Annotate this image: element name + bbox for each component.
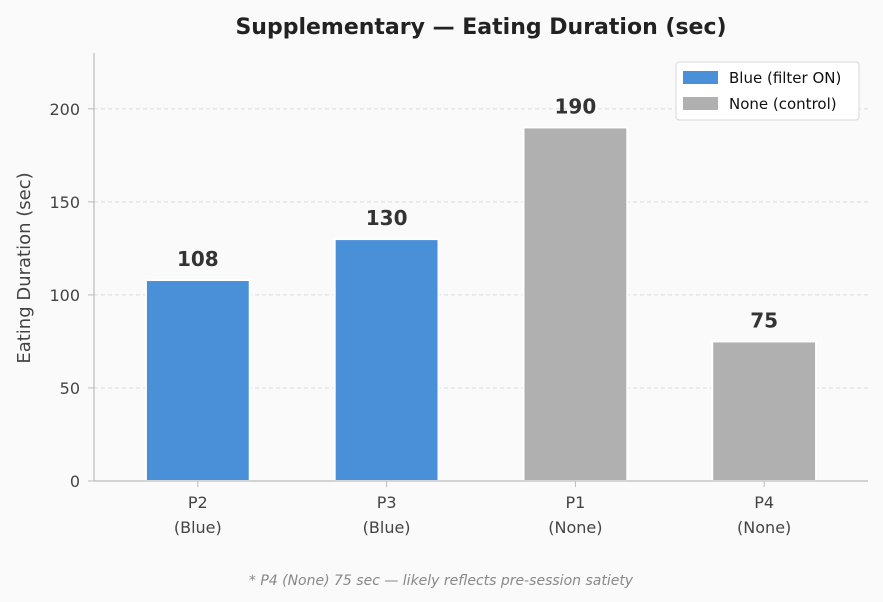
y-tick-label: 0 bbox=[70, 472, 80, 491]
bar-p2 bbox=[144, 279, 251, 482]
x-tick-group-label: (None) bbox=[548, 518, 602, 537]
bars bbox=[144, 126, 818, 482]
bar-p3 bbox=[333, 238, 440, 482]
y-tick-label: 100 bbox=[49, 286, 80, 305]
legend-label-none: None (control) bbox=[729, 95, 837, 113]
legend-swatch-none bbox=[683, 97, 718, 110]
y-axis-label: Eating Duration (sec) bbox=[14, 172, 35, 363]
x-tick-group-label: (None) bbox=[737, 518, 791, 537]
y-tick-label: 200 bbox=[49, 100, 80, 119]
data-label-p2: 108 bbox=[177, 247, 219, 271]
x-tick-label: P1 bbox=[565, 493, 585, 512]
y-tick-label: 50 bbox=[60, 379, 80, 398]
footnote: * P4 (None) 75 sec — likely reflects pre… bbox=[249, 573, 634, 589]
data-label-p3: 130 bbox=[366, 206, 408, 230]
legend-box bbox=[675, 61, 860, 121]
data-label-p1: 190 bbox=[555, 94, 597, 118]
x-tick-group-label: (Blue) bbox=[363, 518, 411, 537]
legend-label-blue: Blue (filter ON) bbox=[729, 69, 841, 87]
bar-p4 bbox=[711, 340, 818, 482]
legend: Blue (filter ON) None (control) bbox=[675, 61, 860, 121]
x-ticks: P2 (Blue) P3 (Blue) P1 (None) P4 (None) bbox=[174, 481, 791, 537]
y-tick-label: 150 bbox=[49, 193, 80, 212]
data-label-p4: 75 bbox=[750, 308, 778, 332]
x-tick-label: P3 bbox=[377, 493, 397, 512]
chart-title: Supplementary — Eating Duration (sec) bbox=[235, 15, 726, 40]
legend-swatch-blue bbox=[683, 71, 718, 84]
axes bbox=[93, 53, 868, 482]
bar-p1 bbox=[522, 126, 629, 482]
x-tick-label: P4 bbox=[754, 493, 774, 512]
data-labels: 108 130 190 75 bbox=[177, 94, 778, 332]
y-ticks: 0 50 100 150 200 bbox=[49, 100, 94, 491]
x-tick-group-label: (Blue) bbox=[174, 518, 222, 537]
x-tick-label: P2 bbox=[188, 493, 208, 512]
